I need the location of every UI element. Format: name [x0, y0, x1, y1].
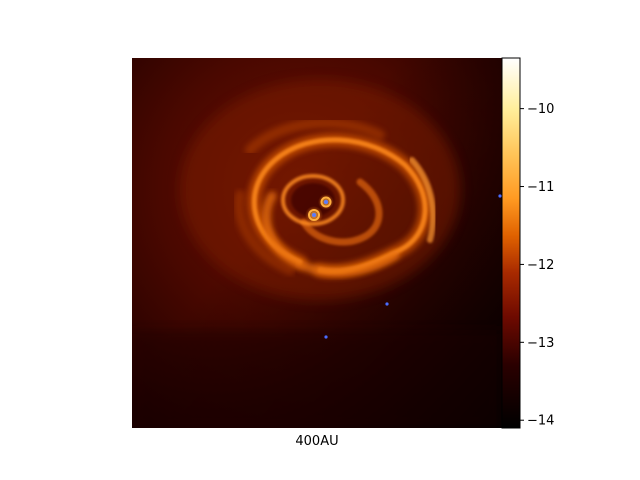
density-map: [132, 58, 502, 428]
colorbar-tick-label: −11: [527, 180, 554, 195]
colorbar-tick-label: −12: [527, 258, 554, 273]
colorbar: −10 −11 −12 −13 −14: [501, 57, 554, 429]
sink-particle: [385, 302, 389, 306]
sink-particle: [324, 335, 328, 339]
sink-particle: [498, 194, 502, 198]
colorbar-ticks: −10 −11 −12 −13 −14: [520, 102, 554, 429]
protostar-1: [305, 206, 323, 224]
colorbar-tick-label: −10: [527, 102, 554, 117]
scale-label: 400AU: [295, 434, 338, 449]
protostar-2: [318, 194, 334, 210]
circumbinary-ring: [281, 174, 345, 226]
spiral-arms: [234, 118, 437, 279]
colorbar-tick-label: −14: [527, 414, 554, 429]
colorbar-tick-label: −13: [527, 336, 554, 351]
colorbar-gradient: [501, 57, 521, 429]
